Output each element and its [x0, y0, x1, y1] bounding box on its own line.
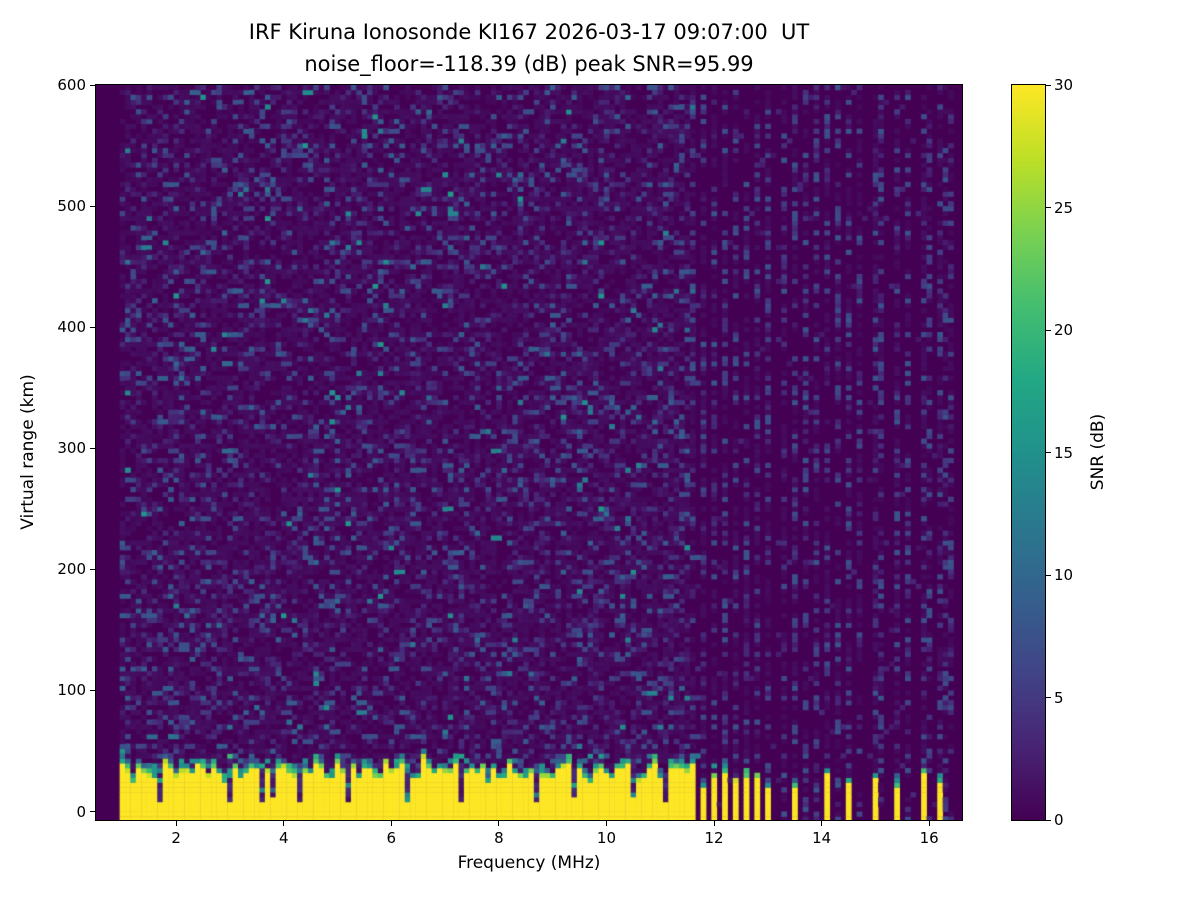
x-tick-mark [390, 821, 392, 826]
x-tick-mark [498, 821, 500, 826]
x-axis-label: Frequency (MHz) [457, 853, 601, 873]
colorbar-tick-label: 5 [1054, 688, 1064, 707]
y-tick-mark [90, 205, 95, 207]
colorbar-tick-label: 0 [1054, 811, 1064, 829]
x-tick-mark [821, 821, 823, 826]
y-tick-mark [90, 568, 95, 570]
chart-title-line2: noise_floor=-118.39 (dB) peak SNR=95.99 [304, 52, 754, 76]
colorbar-tick-mark [1046, 329, 1051, 331]
colorbar-tick-label: 25 [1054, 198, 1074, 217]
y-tick-mark [90, 84, 95, 86]
x-tick-mark [713, 821, 715, 826]
x-tick-mark [928, 821, 930, 826]
ionogram-heatmap-canvas [96, 85, 962, 820]
y-tick-mark [90, 811, 95, 813]
colorbar-canvas [1012, 85, 1045, 820]
colorbar-tick-mark [1046, 819, 1051, 821]
y-tick-label: 0 [76, 802, 86, 821]
colorbar-tick-mark [1046, 452, 1051, 453]
y-tick-label: 200 [57, 560, 86, 579]
y-tick-label: 300 [57, 439, 86, 458]
colorbar-tick-mark [1046, 574, 1051, 576]
x-tick-mark [283, 821, 285, 826]
colorbar-tick-mark [1046, 84, 1051, 86]
y-tick-label: 500 [57, 197, 86, 216]
x-tick-label: 16 [919, 829, 939, 847]
x-tick-label: 6 [386, 829, 397, 847]
x-tick-label: 12 [704, 829, 724, 847]
colorbar-tick-mark [1046, 697, 1051, 698]
colorbar-label: SNR (dB) [1088, 413, 1108, 491]
x-tick-label: 8 [494, 829, 504, 847]
x-tick-label: 14 [812, 829, 832, 847]
y-tick-mark [90, 447, 95, 449]
x-tick-label: 2 [171, 829, 181, 847]
x-tick-label: 4 [278, 829, 289, 847]
y-tick-label: 600 [57, 76, 86, 94]
colorbar-tick-label: 30 [1054, 76, 1074, 94]
y-tick-label: 400 [57, 318, 86, 337]
y-axis-label: Virtual range (km) [18, 374, 38, 530]
colorbar-tick-label: 10 [1054, 566, 1074, 584]
chart-title-line1: IRF Kiruna Ionosonde KI167 2026-03-17 09… [248, 20, 810, 44]
x-tick-mark [175, 821, 177, 826]
x-tick-label: 10 [596, 829, 616, 847]
colorbar-tick-label: 15 [1054, 443, 1074, 462]
y-tick-mark [90, 326, 95, 328]
colorbar-tick-mark [1046, 207, 1051, 208]
y-tick-mark [90, 689, 95, 691]
colorbar-tick-label: 20 [1054, 321, 1074, 339]
x-tick-mark [605, 821, 607, 826]
chart-title: IRF Kiruna Ionosonde KI167 2026-03-17 09… [96, 16, 962, 80]
y-tick-label: 100 [57, 681, 86, 700]
